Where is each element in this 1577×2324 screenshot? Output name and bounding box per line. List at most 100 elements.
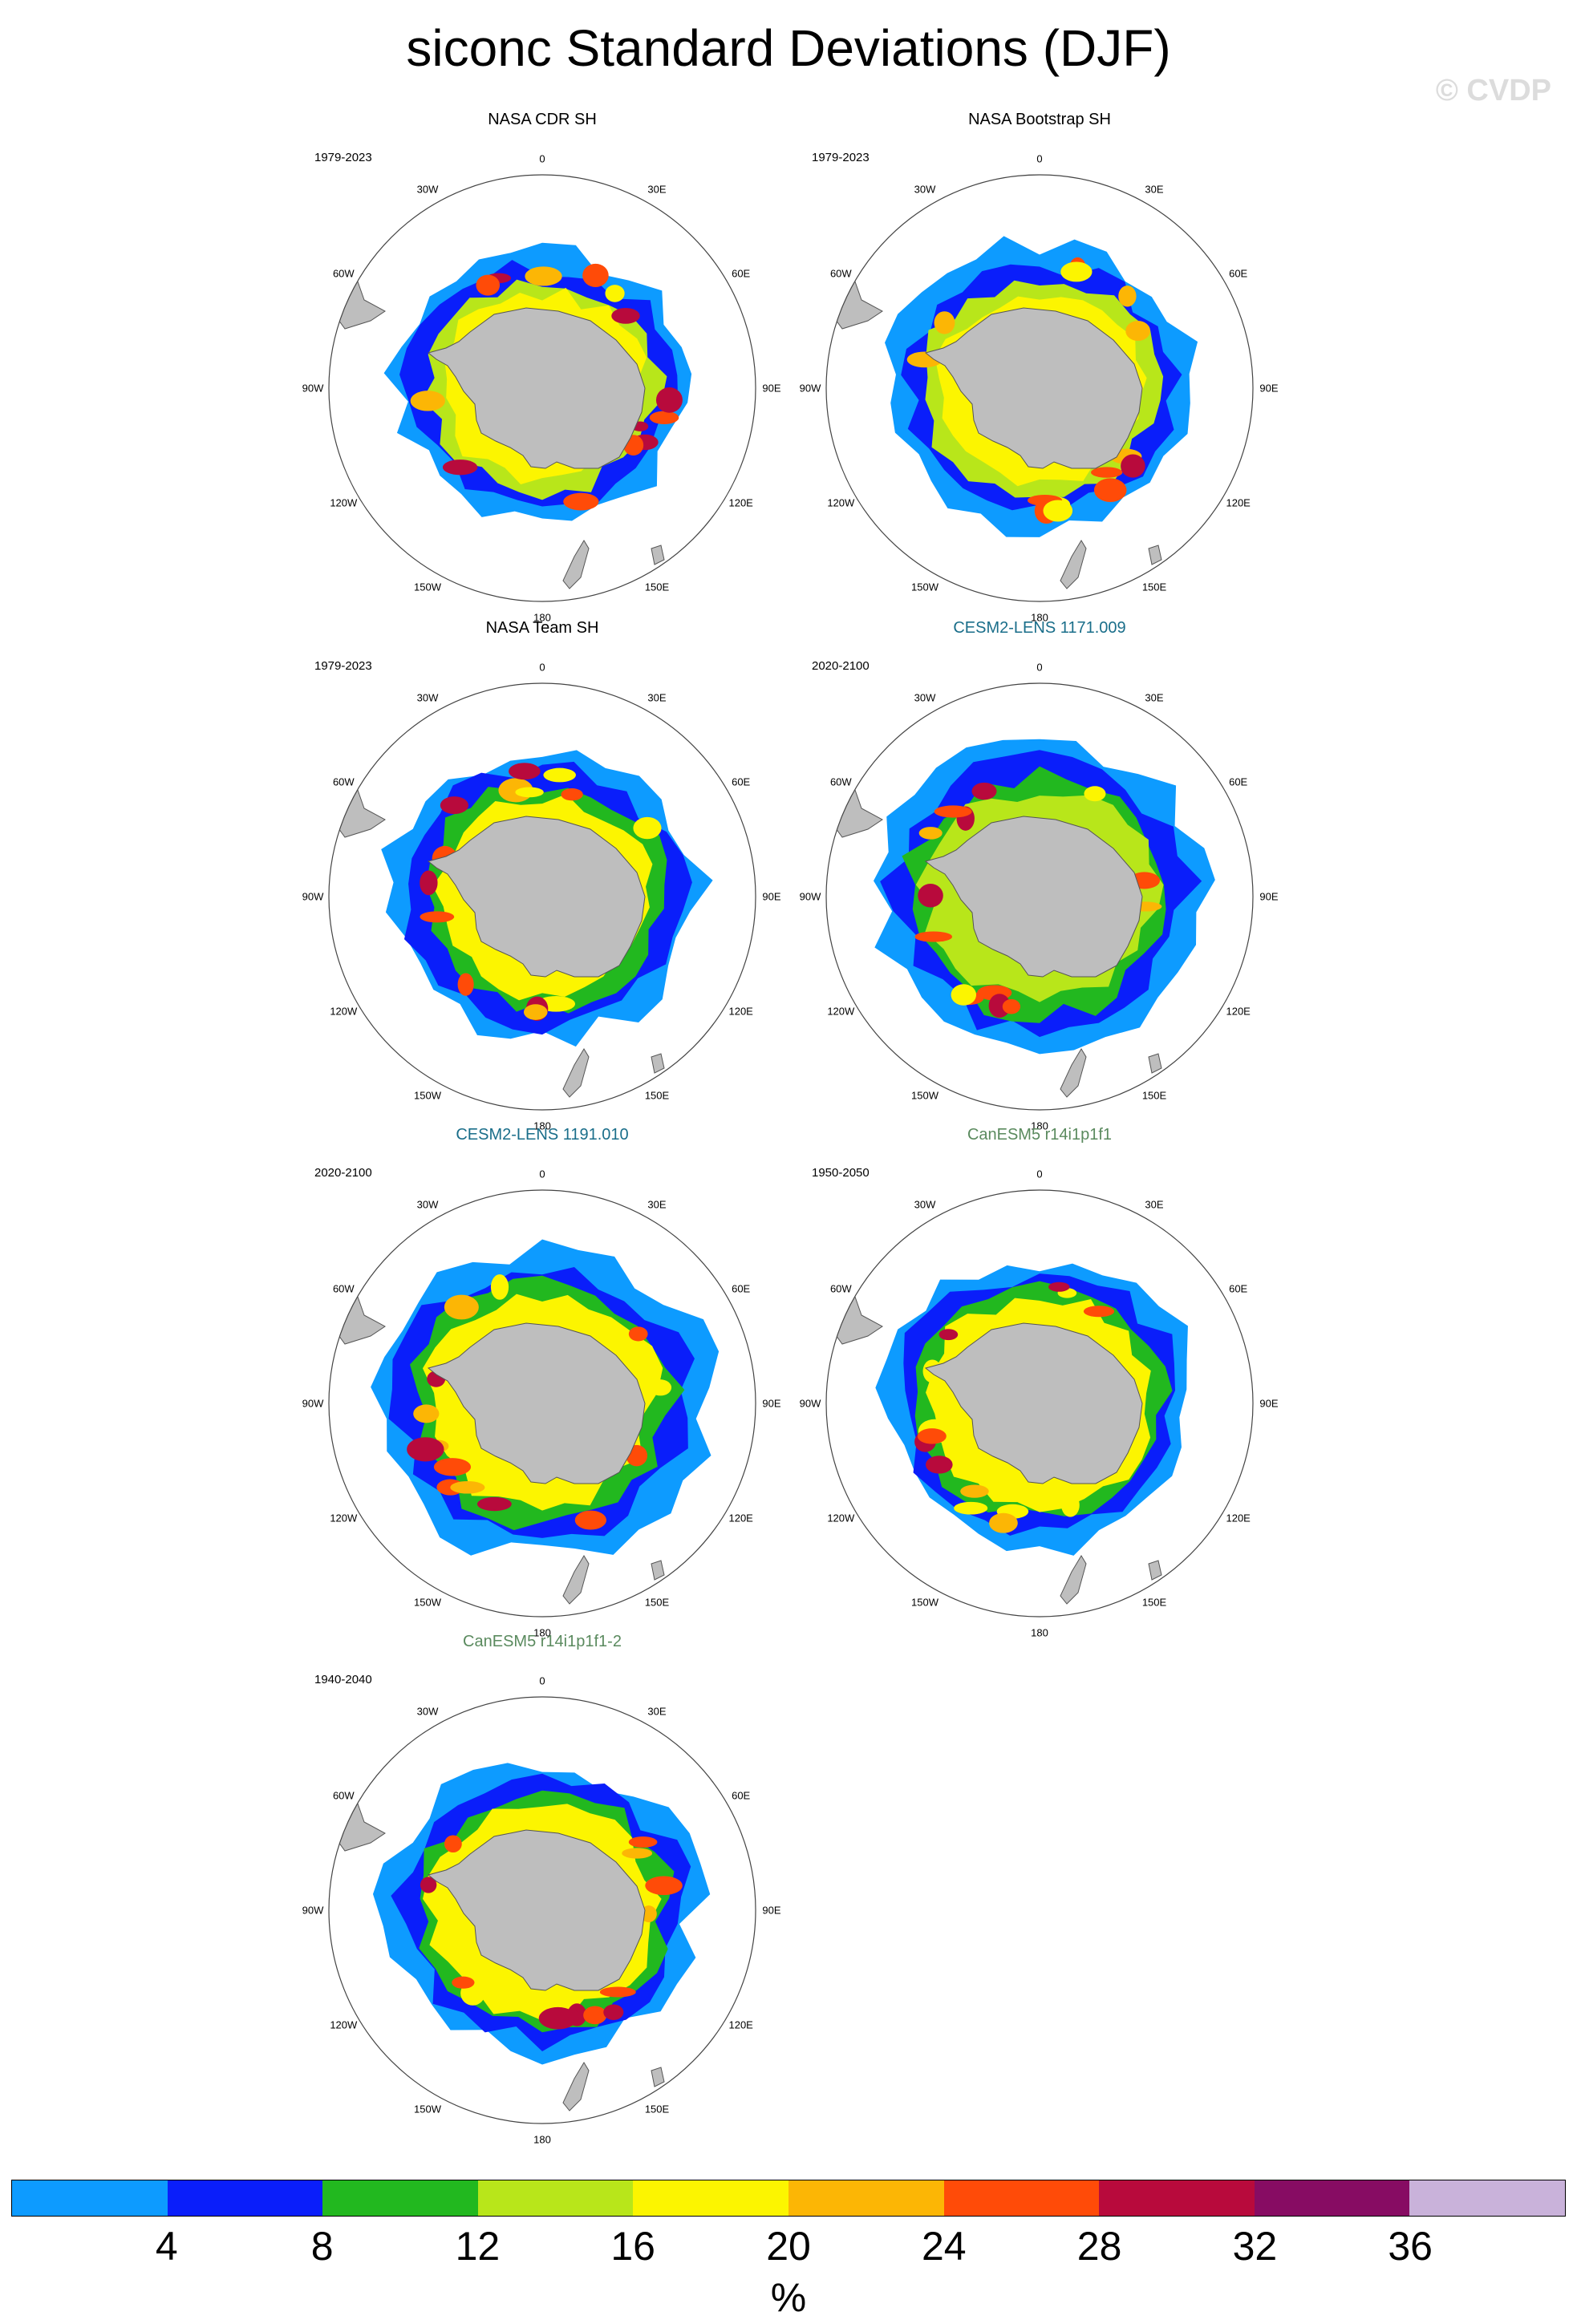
- tasmania-landmass: [651, 545, 665, 565]
- sea-ice-std-patch: [1084, 786, 1106, 802]
- longitude-label: 0: [539, 152, 545, 165]
- new-zealand-landmass: [562, 1555, 590, 1605]
- longitude-label: 30E: [1145, 1198, 1164, 1211]
- sea-ice-std-patch: [1091, 467, 1123, 478]
- map-boundary: [825, 682, 1254, 1111]
- sea-ice-std-patch: [603, 2004, 624, 2021]
- antarctica-landmass: [427, 816, 646, 978]
- longitude-label: 60W: [332, 1789, 355, 1802]
- colorbar-segment: [322, 2180, 478, 2216]
- sea-ice-std-patch: [420, 1877, 437, 1893]
- sea-ice-std-patch: [1060, 261, 1093, 282]
- sea-ice-std-patch: [938, 1329, 959, 1341]
- panel-title: NASA Team SH: [485, 619, 599, 637]
- longitude-label: 30W: [416, 691, 439, 704]
- tasmania-landmass: [1148, 1560, 1162, 1581]
- colorbar-tick-label: 16: [610, 2224, 655, 2269]
- sea-ice-std-patch: [452, 1976, 475, 1989]
- colorbar: [11, 2180, 1566, 2217]
- longitude-label: 90E: [1259, 1397, 1279, 1410]
- longitude-label: 90E: [1259, 890, 1279, 903]
- map-boundary: [328, 1189, 756, 1617]
- map-panel: NASA Team SH 1979-2023 0 30E 60E 90E 120E 150E 1…: [286, 619, 799, 1142]
- panel-title: CESM2-LENS 1171.009: [953, 619, 1126, 637]
- sea-ice-std-patch: [951, 984, 977, 1006]
- sea-ice-std-patch: [413, 1404, 440, 1423]
- colorbar-tick-label: 8: [310, 2224, 334, 2269]
- longitude-label: 90W: [302, 1904, 324, 1917]
- sea-ice-std-patch: [407, 1437, 444, 1462]
- longitude-label: 180: [1031, 1626, 1048, 1639]
- longitude-label: 90E: [762, 1904, 781, 1917]
- sea-ice-std-patch: [960, 1484, 989, 1498]
- sea-ice-std-patch: [934, 805, 972, 818]
- colorbar-segment: [12, 2180, 168, 2216]
- colorbar-tick-label: 24: [921, 2224, 967, 2269]
- longitude-label: 120W: [330, 1005, 358, 1018]
- polar-map: [825, 682, 1254, 1111]
- map-boundary: [328, 682, 756, 1111]
- sea-ice-std-patch: [574, 1510, 606, 1530]
- polar-map: [825, 1189, 1254, 1617]
- colorbar-segment: [477, 2180, 634, 2216]
- sea-ice-std-patch: [1125, 321, 1150, 342]
- longitude-label: 150W: [911, 1089, 938, 1102]
- longitude-label: 60E: [732, 1282, 751, 1295]
- antarctica-landmass: [924, 307, 1143, 469]
- sea-ice-std-patch: [917, 1428, 947, 1444]
- polar-map: [825, 174, 1254, 602]
- longitude-label: 90W: [302, 1397, 324, 1410]
- antarctica-landmass: [427, 307, 646, 469]
- sea-ice-std-patch: [420, 870, 438, 896]
- sea-ice-std-patch: [611, 307, 640, 324]
- longitude-label: 150W: [911, 581, 938, 593]
- longitude-label: 0: [539, 1674, 545, 1687]
- sea-ice-std-patch: [988, 994, 1011, 1018]
- longitude-label: 30E: [1145, 183, 1164, 196]
- polar-map: [328, 1189, 756, 1617]
- panel-period: 1940-2040: [314, 1673, 372, 1686]
- colorbar-segment: [1099, 2180, 1255, 2216]
- longitude-label: 30W: [416, 183, 439, 196]
- longitude-label: 0: [539, 661, 545, 674]
- longitude-label: 30W: [914, 1198, 936, 1211]
- sea-ice-std-patch: [582, 263, 609, 288]
- map-panel: CESM2-LENS 1191.010 2020-2100 0 30E 60E 90E 12…: [286, 1126, 799, 1649]
- panel-title: NASA CDR SH: [488, 111, 597, 128]
- sea-ice-std-patch: [1083, 1306, 1115, 1318]
- antarctica-landmass: [924, 1322, 1143, 1484]
- sea-ice-std-patch: [433, 1458, 472, 1476]
- sea-ice-std-patch: [561, 788, 583, 801]
- sea-ice-std-patch: [1043, 500, 1073, 522]
- sea-ice-std-patch: [954, 1501, 988, 1515]
- sea-ice-std-patch: [525, 266, 562, 286]
- sea-ice-std-patch: [410, 391, 445, 411]
- longitude-label: 120W: [827, 1512, 855, 1524]
- polar-map: [328, 682, 756, 1111]
- sea-ice-std-patch: [1118, 285, 1137, 307]
- longitude-label: 30E: [647, 691, 667, 704]
- antarctica-landmass: [427, 1829, 646, 1991]
- longitude-label: 90W: [799, 1397, 821, 1410]
- sea-ice-std-patch: [1002, 998, 1021, 1014]
- longitude-label: 90E: [762, 890, 781, 903]
- main-title: siconc Standard Deviations (DJF): [406, 19, 1171, 77]
- sea-ice-std-patch: [649, 1379, 672, 1396]
- sea-ice-std-patch: [563, 492, 599, 511]
- colorbar-segment: [633, 2180, 788, 2216]
- longitude-label: 60E: [1229, 1282, 1248, 1295]
- longitude-label: 60W: [829, 775, 852, 788]
- colorbar-segment: [1254, 2180, 1410, 2216]
- longitude-label: 120E: [728, 496, 753, 509]
- map-panel: NASA Bootstrap SH 1979-2023 0 30E 60E 90E 120E…: [783, 111, 1296, 634]
- colorbar-units: %: [770, 2275, 807, 2320]
- sea-ice-std-patch: [628, 1326, 648, 1342]
- map-panel: NASA CDR SH 1979-2023 0 30E 60E 90E 120E 150E 18…: [286, 111, 799, 634]
- longitude-label: 180: [1031, 1119, 1048, 1132]
- longitude-label: 120E: [1226, 496, 1251, 509]
- longitude-label: 30W: [914, 183, 936, 196]
- sea-ice-std-patch: [971, 782, 997, 800]
- longitude-label: 120W: [330, 1512, 358, 1524]
- longitude-label: 90W: [799, 890, 821, 903]
- longitude-label: 0: [1036, 1168, 1043, 1180]
